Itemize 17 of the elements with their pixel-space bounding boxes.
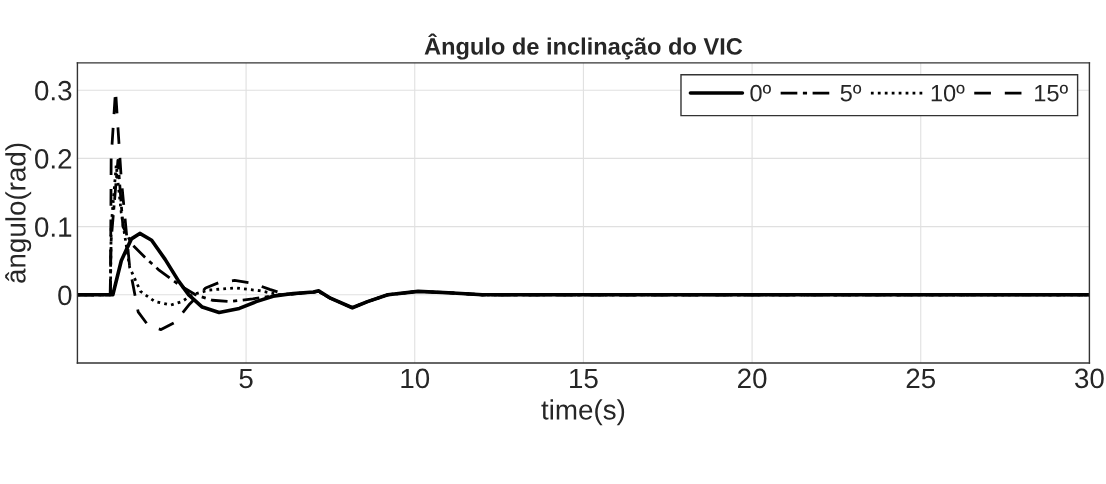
x-tick-label: 5 — [239, 368, 253, 389]
legend-label: 10º — [931, 84, 965, 102]
legend-label: 15º — [1035, 84, 1068, 102]
y-tick-label: 0.1 — [35, 217, 72, 237]
x-tick-label: 20 — [738, 368, 767, 389]
chart-title: Ângulo de inclinação do VIC — [424, 33, 743, 60]
y-tick-label: 0.3 — [35, 80, 72, 101]
y-tick-label: 0.2 — [35, 149, 72, 169]
legend-label: 5º — [840, 84, 862, 102]
x-tick-label: 10 — [401, 368, 430, 389]
x-tick-label: 15 — [570, 368, 598, 389]
x-axis-title: time(s) — [541, 399, 625, 426]
x-tick-label: 30 — [1075, 368, 1104, 389]
legend-label: 0º — [750, 84, 771, 102]
x-tick-label: 25 — [906, 368, 936, 389]
y-tick-label: 0 — [58, 285, 72, 306]
y-axis-title: ângulo(rad) — [5, 143, 32, 283]
